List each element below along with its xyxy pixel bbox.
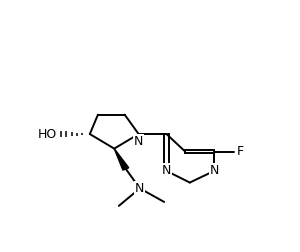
- Polygon shape: [114, 149, 129, 170]
- Text: N: N: [162, 164, 171, 177]
- Text: HO: HO: [38, 128, 57, 141]
- Text: N: N: [134, 135, 143, 148]
- Text: N: N: [209, 164, 219, 177]
- Text: F: F: [237, 145, 244, 158]
- Text: N: N: [135, 182, 145, 195]
